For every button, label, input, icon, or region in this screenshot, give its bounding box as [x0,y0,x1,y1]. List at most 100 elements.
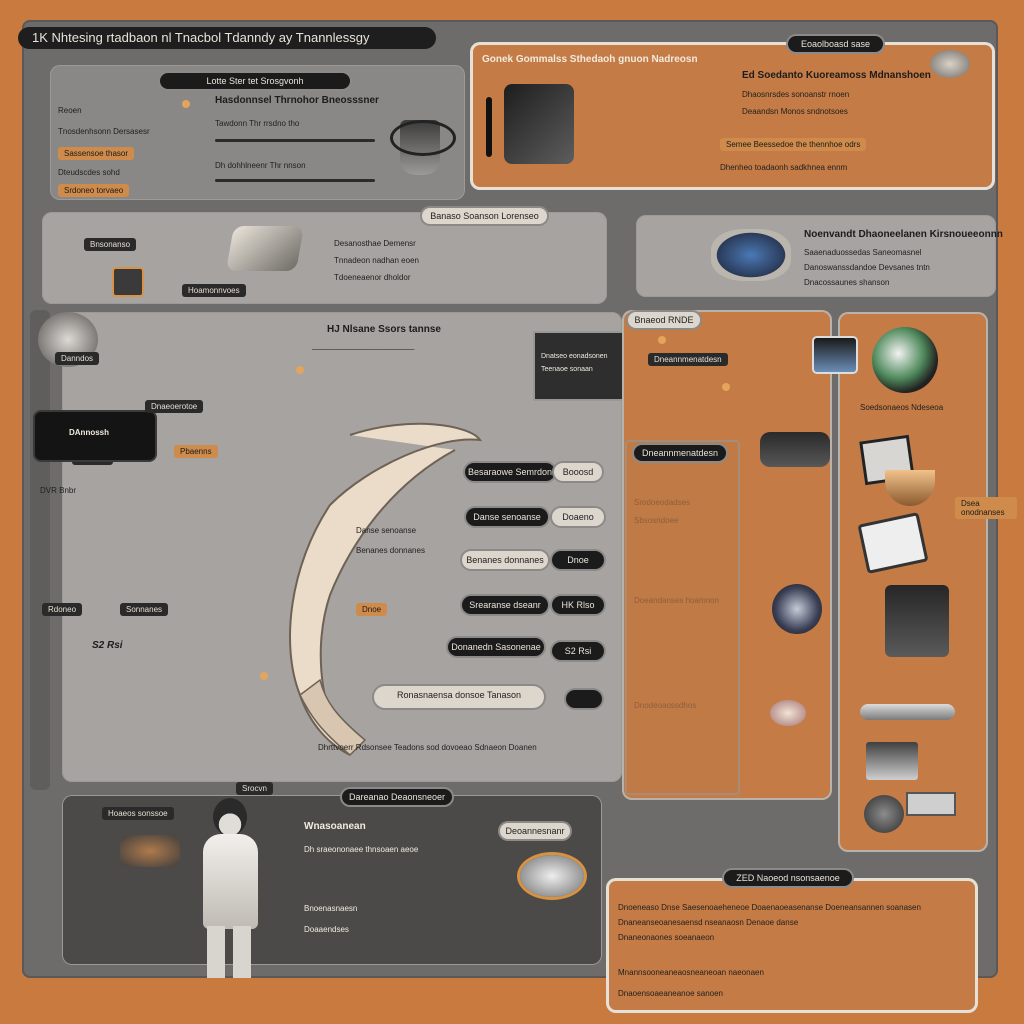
bottom-button[interactable]: Dareanao Deaonsneoer [342,789,452,805]
antenna-icon [486,97,492,157]
right-column-header[interactable]: Bnaeod RNDE [628,312,700,328]
content-line: Danoswanssdandoe Devsanes tntn [804,263,930,272]
divider [215,139,375,142]
content-line: Saaenaduossedas Saneomasnel [804,248,922,257]
center-line: _______________________ [312,341,415,350]
right-list-header[interactable]: Dneannmenatdesn [634,445,726,461]
center-popup: Dnatseo eonadsonen Teenaoe sonaan [535,333,631,399]
bottom-header[interactable]: Hoaeos sonssoe [102,807,174,820]
top-right-items: Ed Soedanto Kuoreamoss Mdnanshoen Dhaosn… [742,70,982,117]
mid-left-tag[interactable]: Hoamonnvoes [182,284,246,297]
popup-line: Teenaoe sonaan [541,366,593,373]
flow-pill-small[interactable] [566,690,602,708]
accent-dot [722,383,730,391]
laptop-small-icon [866,742,918,780]
accent-dot [182,100,190,108]
sidebar-item[interactable]: Sassensoe thasor [58,147,135,160]
person-body [203,834,258,929]
flow-pill[interactable]: HK Rlso [552,596,604,614]
sidebar-item[interactable]: Reoen [58,106,82,115]
knob-icon [930,50,970,78]
sidebar-list: Reoen Tnosdenhsonn Dersasesr Sassensoe t… [58,105,188,198]
center-footer: Dhrttvoerr Rdsonsee Teadons sod dovoeao … [318,743,537,752]
flow-pill[interactable]: Srearanse dseanr [462,596,548,614]
bottom-line: Dh sraeononaee thnsoaen aeoe [304,845,419,854]
mid-left-panel: Banaso Soanson Lorenseo Bnsonanso Hoamon… [42,208,607,304]
flow-pill[interactable]: Booosd [554,463,602,481]
left-label: DVR Bnbr [40,486,77,495]
robot-icon [112,267,144,297]
mid-left-tag[interactable]: Bnsonanso [84,238,137,251]
left-label[interactable]: Dnaeoerotoe [145,400,204,413]
item-line[interactable]: Semee Beessedoe the thennhoe odrs [720,138,867,151]
content-line: Dnacossaunes shanson [804,278,890,287]
top-left-header[interactable]: Lotte Ster tet Srosgvonh [160,73,350,89]
mouse-small-icon [864,795,904,833]
ribbon-fold [299,678,367,757]
person-head [213,798,247,836]
item-line: Dhaosnrsdes sonoanstr rnoen [742,90,850,99]
sidebar-item[interactable]: Srdoneo torvaeo [58,184,130,197]
terminal-icon [885,585,949,657]
bottom-button[interactable]: Deoannesnanr [500,823,570,839]
pen-icon [860,704,955,720]
mid-right-header: Noenvandt Dhaoneelanen Kirsnoueeonnn [804,229,1003,240]
sidebar-item[interactable]: Tnosdenhsonn Dersasesr [58,127,150,136]
side-note[interactable]: Dsea onodnanses [955,497,1017,519]
flow-pill[interactable]: S2 Rsi [552,642,604,660]
top-right-header: Gonek Gommalss Sthedaoh gnuon Nadreosn [482,54,698,65]
disc-icon [770,700,806,726]
top-right-items-lower: Semee Beessedoe the thennhoe odrs Dhenhe… [720,134,990,173]
bottom-panel: Hoaeos sonssoe Dareanao Deaonsneoer Deoa… [62,789,602,965]
left-label[interactable]: Danndos [55,352,100,365]
flow-pill[interactable]: Dnoe [552,551,604,569]
popup-title: Dnatseo eonadsonen [541,353,608,360]
left-column [30,310,50,790]
side-label[interactable]: Dnoe [356,603,388,616]
device-icon [760,432,830,467]
bottom-right-header[interactable]: ZED Naoeod nsonsaenoe [724,870,852,886]
person-leg-left [207,926,225,978]
paragraph: Mnannsooneaneaosneaneoan naeonaen [618,968,764,977]
globe-icon [872,327,938,393]
monitor-text: DAnnossh [69,428,109,437]
plate-icon [520,855,584,897]
router-device-icon [504,84,574,164]
cup-device-ring-icon [390,120,456,156]
left-label[interactable]: Sonnanes [120,603,169,616]
left-label[interactable]: Rdoneo [42,603,83,616]
mouse-icon [772,584,822,634]
left-label[interactable]: Pbaenns [174,445,218,458]
mid-left-content: Desanosthae Demensr Tnnadeon nadhan eoen… [334,238,594,283]
paragraph: Dnaneanseoanesaensd nseanaosn Denaoe dan… [618,918,799,927]
right-tag[interactable]: Dneannmenatdesn [648,353,728,366]
flow-pill[interactable]: Danse senoanse [466,508,548,526]
mid-left-header[interactable]: Banaso Soanson Lorenseo [422,208,547,224]
divider [215,179,375,182]
globe-caption: Soedsonaeos Ndeseoa [860,403,944,412]
content-line: Desanosthae Demensr [334,239,416,248]
person-figure [195,798,275,983]
monitor-icon: DAnnossh [35,412,155,460]
sidebar-item[interactable]: Dteudscdes sohd [58,168,120,177]
accent-dot [260,672,268,680]
paragraph: Dnaoensoaeaneanoe sanoen [618,989,723,998]
side-label: S2 Rsi [92,640,123,651]
side-label: Benanes donnanes [356,546,425,555]
item-line: Dhenheo toadaonh sadkhnea ennm [720,163,848,172]
center-header: HJ Nlsane Ssors tannse [327,324,441,335]
flow-pill[interactable]: Donanedn Sasonenae [448,638,544,656]
mid-right-content: Saaenaduossedas Saneomasnel Danoswanssda… [804,247,989,288]
accent-dot [658,336,666,344]
bottom-content: Wnasoanean Dh sraeononaee thnsoaen aeoe … [304,821,494,935]
window-title: 1K Nhtesing rtadbaon nl Tnacbol Tdanndy … [18,27,436,49]
flow-pill[interactable]: Ronasnaensa donsoe Tanason [374,686,544,708]
paragraph: Dnoeneaso Dnse Saesenoaeheneoe Doaenaoea… [618,903,921,912]
flow-pill[interactable]: Besaraowe Semrdon [465,463,555,481]
content-line: Tdoeneaenor dholdor [334,273,411,282]
flow-pill[interactable]: Doaeno [552,508,604,526]
top-right-tag[interactable]: Eoaolboasd sase [788,36,883,52]
content-line: Hasdonnsel Thrnohor Bneosssner [215,95,379,106]
top-left-panel: Lotte Ster tet Srosgvonh Reoen Tnosdenhs… [50,65,465,200]
flow-pill[interactable]: Benanes donnanes [462,551,548,569]
